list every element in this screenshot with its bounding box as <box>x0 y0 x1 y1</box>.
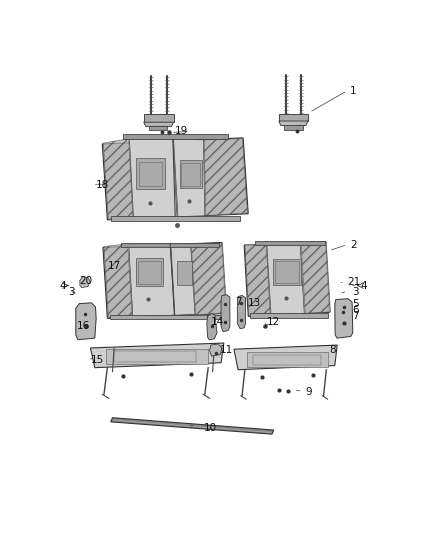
Text: 4: 4 <box>360 281 367 292</box>
Bar <box>255 241 325 245</box>
Polygon shape <box>144 115 173 122</box>
Text: 3: 3 <box>68 287 75 297</box>
Bar <box>135 259 162 286</box>
Bar <box>180 160 202 188</box>
Polygon shape <box>76 303 96 340</box>
Polygon shape <box>237 295 246 329</box>
Bar <box>111 216 240 221</box>
Polygon shape <box>244 241 330 317</box>
Text: 5: 5 <box>352 299 358 309</box>
Text: 10: 10 <box>203 423 216 433</box>
Polygon shape <box>144 122 173 126</box>
Polygon shape <box>90 343 224 368</box>
Polygon shape <box>279 121 308 126</box>
Text: 19: 19 <box>175 126 188 136</box>
Polygon shape <box>80 277 90 288</box>
Polygon shape <box>279 114 308 121</box>
Text: 17: 17 <box>107 261 120 271</box>
Text: 7: 7 <box>352 311 358 321</box>
Text: 2: 2 <box>350 239 357 249</box>
Polygon shape <box>103 139 133 219</box>
Bar <box>114 351 196 362</box>
Bar <box>247 352 328 367</box>
Text: 3: 3 <box>352 287 358 297</box>
Polygon shape <box>209 344 222 356</box>
Polygon shape <box>171 244 195 315</box>
Text: 6: 6 <box>352 305 358 315</box>
Polygon shape <box>221 295 230 332</box>
Polygon shape <box>204 139 247 216</box>
Bar <box>181 163 200 186</box>
Bar <box>177 261 192 285</box>
Polygon shape <box>234 345 337 370</box>
Text: 9: 9 <box>305 387 312 397</box>
Bar <box>123 134 228 139</box>
Polygon shape <box>301 241 330 313</box>
Polygon shape <box>191 243 227 315</box>
Text: 14: 14 <box>211 317 224 327</box>
Bar <box>138 261 161 284</box>
Bar <box>136 158 165 189</box>
Bar <box>110 315 223 319</box>
Bar <box>284 125 303 130</box>
Bar <box>139 161 162 186</box>
Polygon shape <box>335 298 353 338</box>
Polygon shape <box>207 313 217 340</box>
Text: 13: 13 <box>247 298 261 308</box>
Text: 20: 20 <box>79 276 92 286</box>
Bar <box>276 261 299 282</box>
Text: 11: 11 <box>220 345 233 355</box>
Text: 7: 7 <box>235 297 241 307</box>
Polygon shape <box>130 139 177 218</box>
Text: 4: 4 <box>60 281 67 292</box>
Bar <box>273 260 301 285</box>
Text: 1: 1 <box>350 86 357 95</box>
Polygon shape <box>129 244 174 317</box>
Bar <box>253 354 321 365</box>
Polygon shape <box>111 418 274 434</box>
Text: 12: 12 <box>267 317 280 327</box>
Polygon shape <box>245 245 270 316</box>
Text: 15: 15 <box>90 356 104 365</box>
Polygon shape <box>173 139 205 216</box>
Text: 8: 8 <box>329 345 336 356</box>
Polygon shape <box>102 138 248 220</box>
Polygon shape <box>103 243 226 318</box>
Text: 21: 21 <box>347 277 360 287</box>
Bar <box>149 126 167 131</box>
Polygon shape <box>267 245 304 314</box>
Bar <box>250 313 328 318</box>
Text: 16: 16 <box>77 321 90 331</box>
Bar <box>106 349 208 365</box>
Polygon shape <box>104 244 132 318</box>
Text: 18: 18 <box>95 180 109 190</box>
Bar <box>121 243 219 247</box>
